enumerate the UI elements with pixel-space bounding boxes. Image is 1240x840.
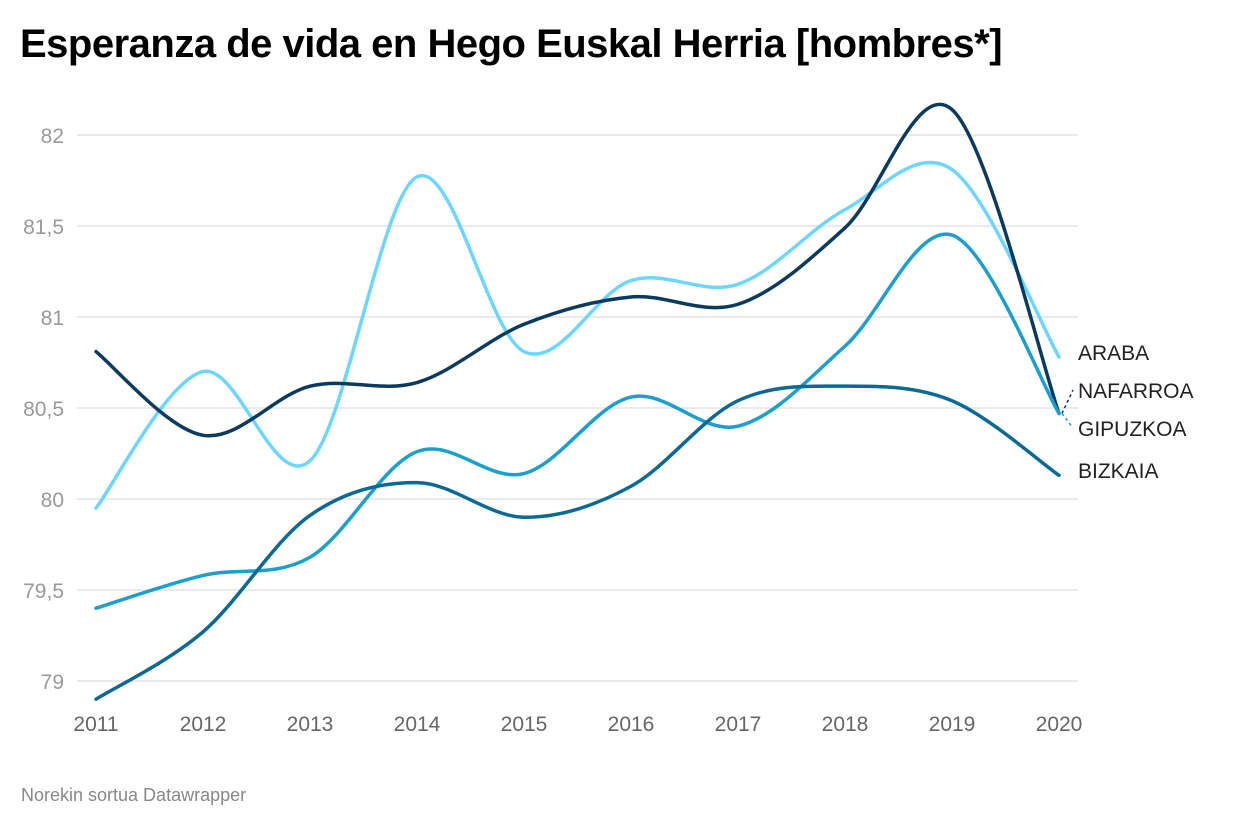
- x-tick-label: 2015: [501, 713, 548, 736]
- y-tick-label: 81,5: [23, 216, 64, 239]
- series-line-araba: [94, 160, 1061, 510]
- y-tick-label: 80,5: [23, 398, 64, 421]
- label-connector: [1061, 413, 1074, 429]
- y-tick-label: 81: [41, 307, 64, 330]
- series-line-gipuzkoa: [94, 232, 1061, 610]
- series-label-araba: ARABA: [1078, 342, 1149, 365]
- series-label-nafarroa: NAFARROA: [1078, 380, 1194, 403]
- series-label-gipuzkoa: GIPUZKOA: [1078, 418, 1187, 441]
- x-tick-label: 2012: [180, 713, 227, 736]
- x-tick-label: 2011: [73, 713, 118, 736]
- label-connector: [1061, 389, 1074, 414]
- y-tick-label: 80: [41, 489, 64, 512]
- x-tick-label: 2017: [715, 713, 762, 736]
- x-tick-label: 2018: [822, 713, 869, 736]
- y-tick-label: 79: [41, 671, 64, 694]
- x-tick-label: 2016: [608, 713, 655, 736]
- chart-title: Esperanza de vida en Hego Euskal Herria …: [20, 22, 1003, 66]
- x-tick-label: 2019: [929, 713, 976, 736]
- x-tick-label: 2014: [394, 713, 441, 736]
- y-tick-label: 79,5: [23, 580, 64, 603]
- y-tick-label: 82: [41, 125, 64, 148]
- x-tick-label: 2020: [1036, 713, 1083, 736]
- series-line-nafarroa: [94, 102, 1061, 438]
- series-line-bizkaia: [94, 384, 1061, 701]
- x-tick-label: 2013: [287, 713, 334, 736]
- series-label-bizkaia: BIZKAIA: [1078, 460, 1159, 483]
- footer-credit: Norekin sortua Datawrapper: [21, 785, 247, 805]
